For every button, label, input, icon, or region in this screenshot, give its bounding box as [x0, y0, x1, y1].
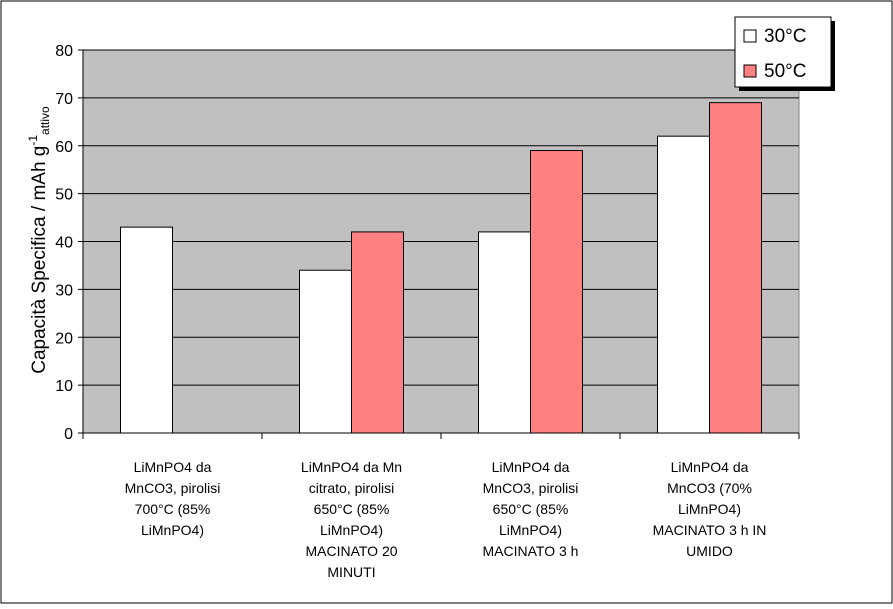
x-category-label-line: LiMnPO4 da Mn: [301, 459, 402, 475]
y-tick-label: 10: [55, 378, 73, 395]
x-category-label-line: 650°C (85%: [314, 501, 390, 517]
x-category-label-line: MnCO3, pirolisi: [125, 480, 221, 496]
x-category-label-line: LiMnPO4 da: [671, 459, 749, 475]
axes: [78, 49, 800, 439]
x-category-label-line: MACINATO 3 h: [483, 543, 579, 559]
y-tick-label: 0: [64, 426, 73, 443]
x-category-label-line: citrato, pirolisi: [309, 480, 395, 496]
x-category-label-line: LiMnPO4 da: [492, 459, 570, 475]
x-category-label-line: LiMnPO4 da: [134, 459, 212, 475]
y-tick-label: 40: [55, 235, 73, 252]
y-tick-label: 30: [55, 282, 73, 299]
x-category-labels: LiMnPO4 da MnCO3, pirolisi 700°C (85% LiMnP…: [125, 459, 767, 580]
bar: [478, 231, 531, 434]
legend: 30°C 50°C: [734, 16, 835, 91]
bars: [120, 102, 762, 434]
x-category-label-line: LiMnPO4): [320, 522, 383, 538]
legend-label-30c: 30°C: [764, 26, 806, 47]
bar: [299, 269, 352, 434]
y-axis-title: Capacità Specifica / mAh g-1attivo: [26, 106, 52, 374]
y-axis-title-main: Capacità Specifica / mAh g: [29, 146, 50, 374]
bar: [351, 231, 404, 434]
bar: [709, 102, 762, 434]
x-category-label-line: LiMnPO4): [678, 501, 741, 517]
legend-swatch-50c: [743, 64, 757, 78]
legend-label-50c: 50°C: [764, 61, 806, 82]
legend-swatch-30c: [743, 29, 757, 43]
x-category-label: LiMnPO4 da MnCO3, pirolisi 700°C (85% LiMnP…: [125, 459, 221, 538]
bar: [657, 135, 710, 434]
x-category-label-line: MnCO3 (70%: [667, 480, 752, 496]
y-tick-label: 20: [55, 330, 73, 347]
bar: [530, 150, 583, 434]
y-axis-title-sub: attivo: [38, 106, 52, 135]
y-tick-label: 50: [55, 187, 73, 204]
x-category-label-line: 700°C (85%: [135, 501, 211, 517]
x-category-label-line: UMIDO: [686, 543, 733, 559]
x-category-label-line: LiMnPO4): [499, 522, 562, 538]
bar: [120, 226, 173, 434]
x-category-label-line: 650°C (85%: [493, 501, 569, 517]
x-category-label-line: MnCO3, pirolisi: [483, 480, 579, 496]
x-category-label-line: LiMnPO4): [141, 522, 204, 538]
x-category-label: LiMnPO4 da MnCO3 (70% LiMnPO4) MACINATO 3 h…: [653, 459, 767, 559]
y-tick-label: 60: [55, 139, 73, 156]
x-category-label-line: MACINATO 3 h IN: [653, 522, 767, 538]
y-tick-label: 80: [55, 43, 73, 60]
x-category-label-line: MINUTI: [327, 564, 375, 580]
y-tick-label: 70: [55, 91, 73, 108]
x-category-label: LiMnPO4 da Mn citrato, pirolisi 650°C (85%…: [301, 459, 402, 580]
x-category-label: LiMnPO4 da MnCO3, pirolisi 650°C (85% LiMnP…: [483, 459, 579, 559]
x-category-label-line: MACINATO 20: [305, 543, 397, 559]
y-tick-labels: 0 10 20 30 40 50 60 70 80: [55, 43, 73, 443]
y-axis-title-sup: -1: [26, 135, 40, 146]
